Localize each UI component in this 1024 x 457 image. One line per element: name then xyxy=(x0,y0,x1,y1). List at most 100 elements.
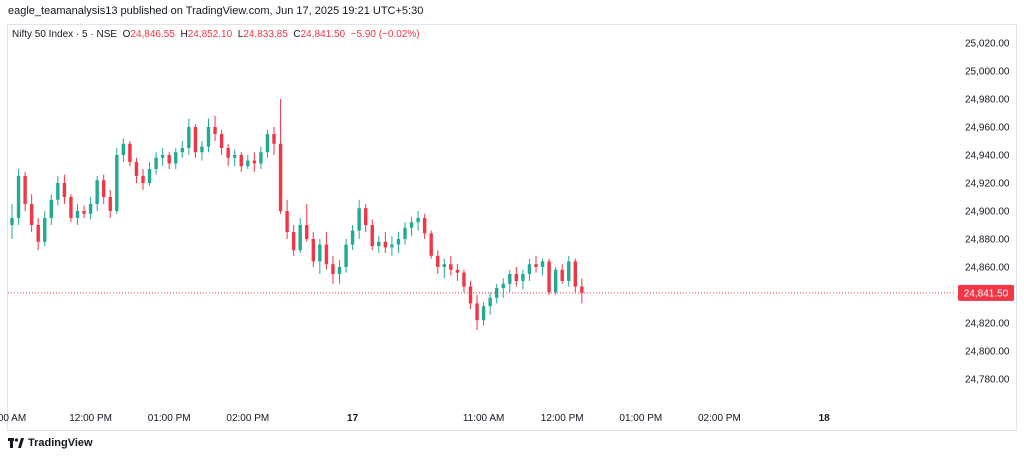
candle-body xyxy=(305,225,309,239)
x-tick-label: 12:00 PM xyxy=(541,413,584,424)
candle-body xyxy=(357,208,361,231)
y-tick-label: 25,020.00 xyxy=(965,39,1010,50)
candle-body xyxy=(174,152,178,164)
candle-body xyxy=(272,134,276,144)
x-tick-label: 18 xyxy=(819,413,831,424)
candle-body xyxy=(370,225,374,246)
candle-body xyxy=(160,155,165,158)
candle-body xyxy=(488,297,492,307)
candle-body xyxy=(462,272,466,287)
candle-body xyxy=(436,255,440,267)
candle-body xyxy=(200,146,204,153)
candle-body xyxy=(429,233,433,256)
candle-body xyxy=(233,155,237,158)
candle-body xyxy=(383,241,388,248)
candle-body xyxy=(331,264,335,274)
y-tick-label: 24,940.00 xyxy=(965,151,1010,162)
candle-body xyxy=(508,274,512,284)
x-tick-label: 00 AM xyxy=(0,413,26,424)
candle-body xyxy=(527,264,532,274)
legend-close-label: C xyxy=(293,29,301,40)
candle-body xyxy=(344,244,348,267)
candle-body xyxy=(396,239,401,245)
candle-body xyxy=(475,303,479,321)
candle-body xyxy=(49,199,53,218)
candle-body xyxy=(108,197,112,211)
candle-body xyxy=(36,225,40,242)
candle-body xyxy=(285,211,289,232)
candle-body xyxy=(390,244,394,248)
y-tick-label: 24,980.00 xyxy=(965,95,1010,106)
candle-body xyxy=(364,208,368,225)
legend-open: 24,846.55 xyxy=(130,29,175,40)
y-tick-label: 24,820.00 xyxy=(965,319,1010,330)
legend-high-label: H xyxy=(180,29,188,40)
candle-body xyxy=(147,169,152,183)
last-price-label: 24,841.50 xyxy=(964,288,1009,299)
candle-body xyxy=(69,197,73,218)
candle-body xyxy=(206,127,211,147)
candle-body xyxy=(193,127,198,153)
candle-body xyxy=(180,148,184,153)
candle-body xyxy=(481,306,486,321)
y-tick-label: 25,000.00 xyxy=(965,67,1010,78)
candle-body xyxy=(134,162,139,176)
candle-body xyxy=(187,127,191,148)
x-tick-label: 17 xyxy=(347,413,359,424)
candle-body xyxy=(246,160,250,167)
candle-body xyxy=(468,286,473,304)
candle-body xyxy=(501,283,505,288)
candle-body xyxy=(580,286,584,293)
candle-body xyxy=(337,267,342,274)
legend-open-label: O xyxy=(122,29,131,40)
candle-body xyxy=(298,225,302,251)
candle-body xyxy=(141,176,145,183)
x-tick-label: 01:00 PM xyxy=(619,413,662,424)
candle-body xyxy=(56,183,60,200)
candle-body xyxy=(265,134,270,153)
x-tick-label: 01:00 PM xyxy=(148,413,191,424)
candle-body xyxy=(311,239,315,262)
candle-body xyxy=(29,204,34,225)
candle-body xyxy=(128,143,132,162)
last-price-badge xyxy=(958,284,1014,301)
candle-body xyxy=(416,218,420,223)
candle-body xyxy=(259,152,263,164)
candle-body xyxy=(449,264,453,270)
candle-body xyxy=(409,222,414,228)
candle-body xyxy=(455,269,460,273)
candle-body xyxy=(514,274,519,281)
candle-body xyxy=(350,230,355,245)
candle-body xyxy=(553,269,558,293)
y-tick-label: 24,800.00 xyxy=(965,347,1010,358)
candle-body xyxy=(291,232,296,251)
candle-body xyxy=(219,134,224,148)
candle-body xyxy=(567,261,571,281)
legend-low: 24,833.85 xyxy=(243,29,288,40)
candle-body xyxy=(88,204,93,214)
legend-symbol: Nifty 50 Index · 5 · NSE xyxy=(12,29,118,40)
candle-body xyxy=(377,241,381,246)
tradingview-footer: TradingView xyxy=(8,437,93,449)
publish-info: eagle_teamanalysis13 published on Tradin… xyxy=(8,5,424,17)
candle-body xyxy=(252,160,257,164)
candle-body xyxy=(121,143,126,155)
x-tick-label: 02:00 PM xyxy=(226,413,269,424)
publish-bar: eagle_teamanalysis13 published on Tradin… xyxy=(0,0,1024,20)
candle-body xyxy=(278,143,283,211)
candle-body xyxy=(43,218,47,242)
candle-body xyxy=(495,288,499,298)
candle-body xyxy=(442,264,446,267)
candle-body xyxy=(324,244,329,265)
candle-body xyxy=(534,264,538,267)
y-tick-label: 24,780.00 xyxy=(965,375,1010,386)
legend-high: 24,852.10 xyxy=(187,29,233,40)
candle-body xyxy=(82,211,86,214)
candle-body xyxy=(239,155,243,167)
candle-body xyxy=(226,148,230,158)
tradingview-logo-icon xyxy=(8,438,24,448)
candle-body xyxy=(62,183,67,197)
candle-body xyxy=(115,155,119,211)
brand-name: TradingView xyxy=(28,437,93,449)
